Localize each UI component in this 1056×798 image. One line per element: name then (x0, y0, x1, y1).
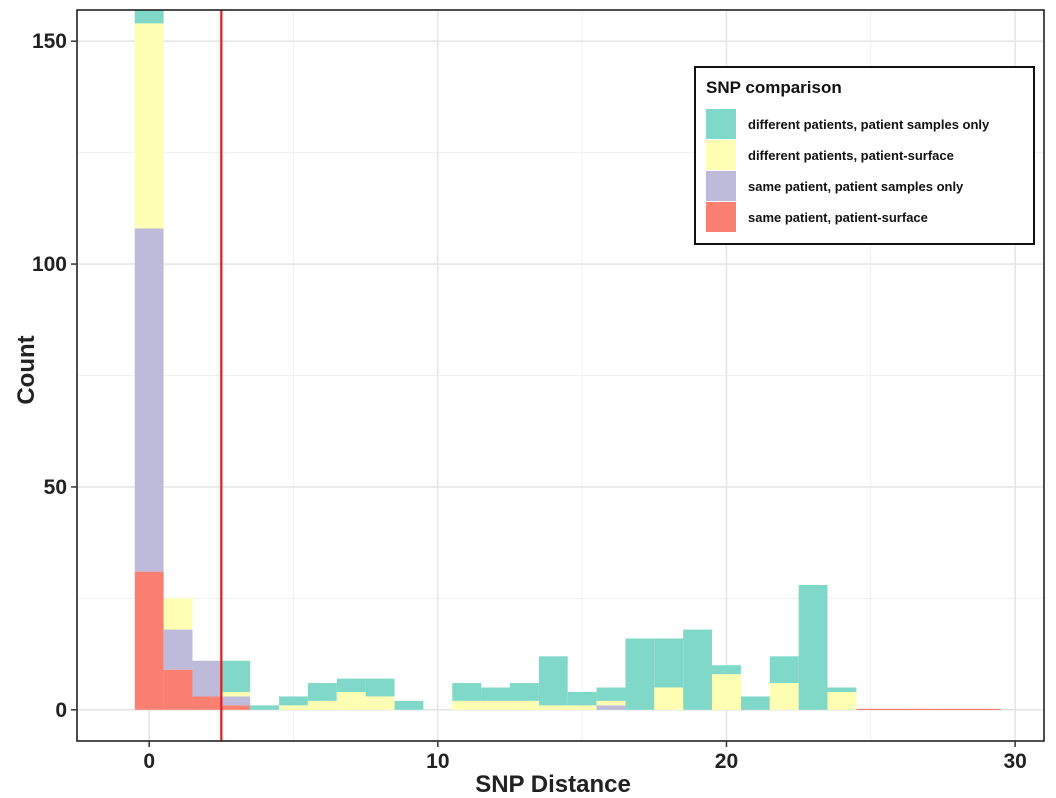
histogram-bar-segment (134, 23, 164, 229)
histogram-bar-segment (336, 678, 366, 692)
histogram-bar-segment (134, 571, 164, 710)
histogram-bar-segment (221, 691, 251, 697)
histogram-empty-bin (914, 708, 943, 710)
axes: 0 10 20 30 0 50 100 150 (32, 30, 1027, 773)
histogram-bar-segment (654, 687, 684, 710)
legend-label: different patients, patient samples only (748, 117, 990, 132)
legend-box (694, 66, 1035, 245)
histogram-empty-bin (856, 708, 886, 710)
histogram-bar-segment (740, 696, 770, 710)
histogram-bar-segment (452, 700, 482, 710)
histogram-bar-segment (307, 683, 337, 701)
histogram-bar-segment (596, 687, 626, 701)
histogram-bar-segment (221, 705, 251, 710)
histogram-bar-segment (827, 691, 857, 710)
histogram-bar-segment (163, 629, 193, 670)
histogram-bar-segment (279, 705, 308, 710)
histogram-bar-segment (365, 696, 395, 710)
legend-title: SNP comparison (706, 78, 842, 97)
x-tick-label: 20 (715, 750, 738, 773)
histogram-bar-segment (798, 584, 828, 710)
histogram-bar-segment (307, 700, 337, 710)
histogram-empty-bin (971, 708, 1001, 710)
y-tick-label: 150 (32, 30, 67, 53)
histogram-bar-segment (654, 638, 684, 688)
panel-border (76, 9, 1045, 742)
histogram-bar-segment (250, 705, 280, 710)
histogram-bar-segment (538, 656, 568, 706)
histogram-bars (134, 10, 1001, 710)
histogram-bar-segment (538, 705, 568, 710)
histogram-bar-segment (712, 665, 741, 675)
legend-swatch (706, 140, 736, 170)
histogram-bar-segment (221, 660, 251, 692)
histogram-bar-segment (192, 696, 222, 710)
histogram-bar-segment (567, 705, 597, 710)
histogram-bar-segment (683, 629, 713, 710)
histogram-bar-segment (509, 683, 539, 701)
histogram-bar-segment (712, 674, 741, 710)
legend-items: different patients, patient samples only… (706, 109, 990, 232)
legend-swatch (706, 109, 736, 139)
histogram-bar-segment (192, 660, 222, 697)
histogram-bar-segment (769, 683, 799, 710)
histogram-bar-segment (769, 656, 799, 684)
histogram-bar-segment (625, 638, 655, 710)
histogram-bar-segment (134, 228, 164, 572)
x-axis-title: SNP Distance (475, 771, 631, 798)
histogram-bar-segment (596, 700, 626, 706)
histogram-bar-segment (163, 598, 193, 630)
histogram-bar-segment (134, 10, 164, 24)
histogram-bar-segment (596, 705, 626, 710)
legend-swatch (706, 202, 736, 232)
histogram-bar-segment (365, 678, 395, 697)
x-tick-label: 10 (426, 750, 449, 773)
y-axis-title: Count (13, 335, 40, 404)
histogram-bar-segment (336, 691, 366, 710)
y-tick-label: 50 (44, 476, 67, 499)
histogram-bar-segment (827, 687, 857, 692)
histogram-bar-segment (221, 696, 251, 706)
legend: SNP comparison different patients, patie… (694, 66, 1035, 245)
histogram-bar-segment (452, 683, 482, 701)
legend-label: different patients, patient-surface (748, 148, 954, 163)
histogram-bar-segment (481, 700, 510, 710)
histogram-bar-segment (279, 696, 308, 706)
histogram-empty-bin (885, 708, 915, 710)
x-tick-label: 30 (1003, 750, 1026, 773)
y-tick-label: 0 (55, 699, 67, 722)
histogram-bar-segment (163, 669, 193, 710)
y-tick-label: 100 (32, 253, 67, 276)
legend-swatch (706, 171, 736, 201)
histogram-empty-bin (942, 708, 972, 710)
x-tick-label: 0 (143, 750, 155, 773)
histogram-bar-segment (567, 691, 597, 706)
histogram-bar-segment (509, 700, 539, 710)
histogram-bar-segment (394, 700, 424, 710)
histogram-bar-segment (481, 687, 510, 701)
legend-label: same patient, patient samples only (748, 179, 964, 194)
legend-label: same patient, patient-surface (748, 210, 928, 225)
